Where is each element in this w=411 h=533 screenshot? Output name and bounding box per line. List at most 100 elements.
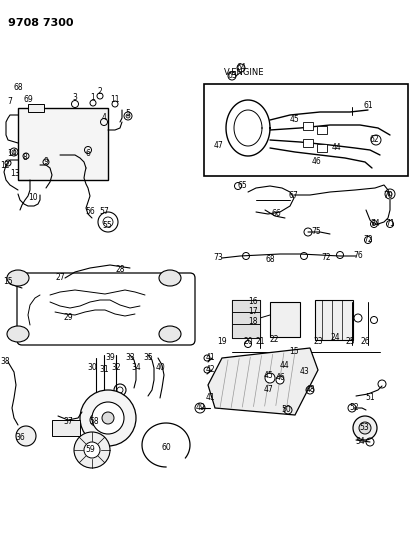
Text: 33: 33 [125, 353, 135, 362]
Text: 37: 37 [63, 417, 73, 426]
Text: 74: 74 [370, 220, 380, 229]
Circle shape [359, 422, 371, 434]
Text: 48: 48 [305, 385, 315, 394]
Text: 45: 45 [263, 372, 273, 381]
Bar [303, 139, 313, 147]
Text: 38: 38 [0, 358, 10, 367]
Text: 12: 12 [0, 160, 10, 169]
Circle shape [102, 412, 114, 424]
Text: 46: 46 [275, 374, 285, 383]
Text: 51: 51 [365, 393, 375, 402]
Text: 19: 19 [217, 337, 227, 346]
Text: 67: 67 [288, 191, 298, 200]
Ellipse shape [7, 326, 29, 342]
Text: 6: 6 [85, 149, 90, 157]
Text: 22: 22 [269, 335, 279, 344]
Text: 69: 69 [23, 95, 33, 104]
Text: 66: 66 [271, 209, 281, 219]
Text: 9708 7300: 9708 7300 [8, 18, 74, 28]
Bar [270, 302, 300, 337]
Text: 72: 72 [321, 254, 331, 262]
Text: 26: 26 [360, 337, 370, 346]
Text: 56: 56 [85, 207, 95, 216]
Circle shape [84, 442, 100, 458]
Text: 64: 64 [236, 62, 246, 71]
Bar [232, 300, 260, 338]
Bar [303, 122, 313, 130]
Text: 59: 59 [85, 446, 95, 455]
Ellipse shape [159, 270, 181, 286]
Text: 76: 76 [353, 251, 363, 260]
Text: 3: 3 [73, 93, 77, 102]
Text: 31: 31 [99, 366, 109, 375]
Text: 65: 65 [237, 181, 247, 190]
Text: 15: 15 [289, 348, 299, 357]
Text: 46: 46 [311, 157, 321, 166]
Text: 40: 40 [155, 364, 165, 373]
Bar [317, 144, 327, 152]
Text: 34: 34 [131, 364, 141, 373]
Text: 58: 58 [89, 417, 99, 426]
Text: 13: 13 [10, 169, 20, 179]
Text: 18: 18 [248, 318, 258, 327]
Text: 68: 68 [13, 84, 23, 93]
Circle shape [92, 402, 124, 434]
Text: 61: 61 [363, 101, 373, 109]
Text: 21: 21 [255, 337, 265, 346]
Text: 45: 45 [290, 116, 300, 125]
Bar [232, 300, 260, 312]
Text: 49: 49 [195, 403, 205, 413]
Circle shape [276, 376, 284, 384]
Text: 16: 16 [248, 297, 258, 306]
Bar [315, 300, 353, 340]
Text: 10: 10 [28, 193, 38, 203]
Bar [18, 108, 108, 180]
Text: 73: 73 [213, 254, 223, 262]
Bar [52, 420, 80, 436]
Text: 23: 23 [313, 337, 323, 346]
Circle shape [80, 390, 136, 446]
Text: 5: 5 [126, 109, 130, 117]
Text: 52: 52 [349, 403, 359, 413]
Text: 47: 47 [263, 385, 273, 394]
Text: 25: 25 [345, 337, 355, 346]
Text: 30: 30 [87, 364, 97, 373]
Text: 32: 32 [111, 364, 121, 373]
Text: 41: 41 [205, 393, 215, 402]
Ellipse shape [7, 270, 29, 286]
Bar [232, 324, 260, 338]
Text: 8: 8 [23, 154, 28, 163]
Text: 1: 1 [90, 93, 95, 102]
Text: 72: 72 [363, 236, 373, 245]
Text: 41: 41 [205, 353, 215, 362]
Text: 68: 68 [265, 255, 275, 264]
Text: 4: 4 [102, 114, 106, 123]
Text: 27: 27 [55, 273, 65, 282]
Text: 57: 57 [99, 207, 109, 216]
Text: 11: 11 [110, 95, 120, 104]
Text: 75: 75 [311, 228, 321, 237]
Text: 44: 44 [280, 361, 290, 370]
Text: 60: 60 [161, 443, 171, 453]
Text: 70: 70 [383, 191, 393, 200]
Text: V-ENGINE: V-ENGINE [224, 68, 265, 77]
Text: 39: 39 [105, 353, 115, 362]
Text: 42: 42 [205, 366, 215, 375]
Text: 47: 47 [213, 141, 223, 149]
Text: 54: 54 [355, 438, 365, 447]
Text: 7: 7 [7, 98, 12, 107]
Text: 15: 15 [3, 278, 13, 287]
Circle shape [16, 426, 36, 446]
Text: 20: 20 [243, 337, 253, 346]
Bar [204, 84, 408, 176]
Bar [232, 312, 260, 324]
Text: 2: 2 [98, 87, 102, 96]
Text: 63: 63 [227, 70, 237, 79]
Bar [28, 104, 44, 112]
Text: 62: 62 [369, 135, 379, 144]
Polygon shape [208, 348, 318, 415]
Text: 24: 24 [330, 334, 340, 343]
Text: 36: 36 [15, 433, 25, 442]
Ellipse shape [159, 326, 181, 342]
Text: 35: 35 [143, 353, 153, 362]
